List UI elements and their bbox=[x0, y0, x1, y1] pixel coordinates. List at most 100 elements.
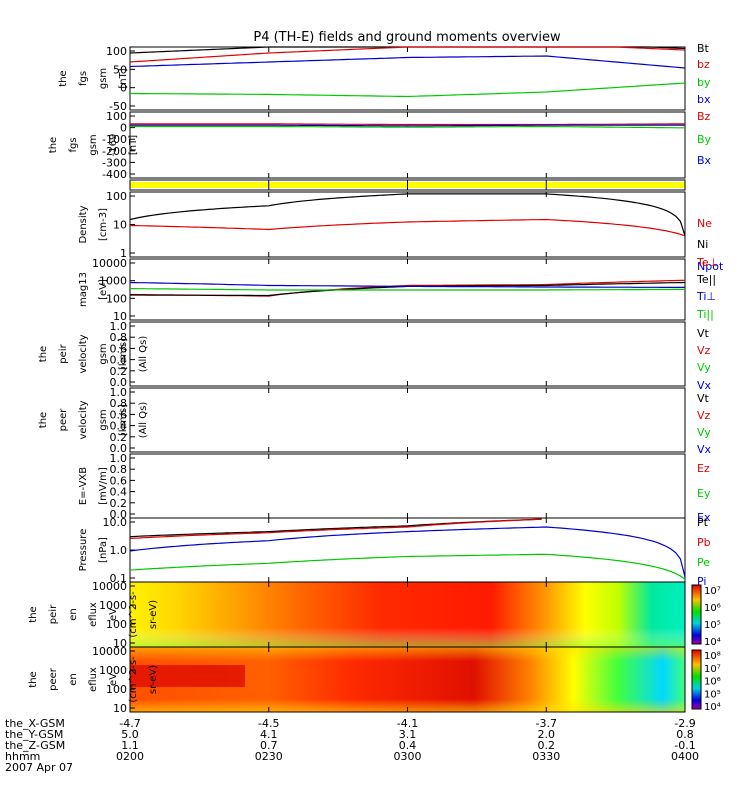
legend-peer_vel-2: Vy bbox=[697, 426, 711, 439]
y-tick-label: 10 bbox=[113, 310, 127, 323]
y-tick-label: 10000 bbox=[92, 257, 127, 270]
y-axis-label-line: (cm^2-s- bbox=[128, 591, 139, 638]
y-tick-label: 0 bbox=[120, 82, 127, 95]
y-axis-label-line: (cm^2-s- bbox=[128, 656, 139, 703]
legend-pressure-0: Pt bbox=[697, 516, 709, 529]
y-tick-label: 10 bbox=[113, 637, 127, 650]
y-axis-label-line: -169 bbox=[108, 134, 119, 157]
y-axis-label: Pressure [nPa] bbox=[78, 529, 109, 572]
x-row-label: the_Y-GSM bbox=[5, 728, 63, 741]
y-axis-label-line: (All Qs) bbox=[138, 336, 149, 373]
y-tick-label: 10.0 bbox=[103, 516, 128, 529]
y-tick-label: 1.0 bbox=[110, 452, 128, 465]
panel-fgs: 100 50 0 -50 the fgs gsm [nT] Bt bz by bx bbox=[58, 42, 711, 113]
y-axis-label: the peir velocity gsm [km/s] (All Qs) bbox=[38, 334, 149, 373]
y-axis-label-line: fgs bbox=[78, 71, 89, 86]
y-axis-label-line: [eV] bbox=[98, 279, 109, 300]
legend-fgs169-0: Bz bbox=[697, 110, 711, 123]
y-tick-label: 0.6 bbox=[110, 342, 128, 355]
y-tick-label: 0.8 bbox=[110, 331, 128, 344]
y-axis-label-line: E=-VXB bbox=[78, 467, 89, 505]
legend-density-1: Ni bbox=[697, 238, 708, 251]
y-tick-label: 50 bbox=[113, 63, 127, 76]
y-axis-label-line: sr-eV) bbox=[148, 665, 159, 694]
panel-flag bbox=[129, 179, 686, 191]
y-tick-label: 100 bbox=[106, 45, 127, 58]
x-row-value: 4.1 bbox=[260, 728, 278, 741]
y-axis-label-line: [mV/m] bbox=[98, 467, 109, 505]
legend-efield-0: Ez bbox=[697, 462, 710, 475]
legend-temp-3: Ti|| bbox=[696, 308, 714, 321]
panel-density: 100 10 1 Density [cm-3] Ne Ni Npot bbox=[78, 190, 724, 273]
legend-density-2: Npot bbox=[697, 260, 724, 273]
y-tick-label: 0.4 bbox=[110, 354, 128, 367]
y-axis-label-line: peer bbox=[48, 667, 59, 691]
y-tick-label: 0.6 bbox=[110, 474, 128, 487]
y-tick-label: 100 bbox=[106, 618, 127, 631]
x-row-value: -2.9 bbox=[674, 717, 695, 730]
x-row-value: -4.7 bbox=[119, 717, 140, 730]
ion-spectrogram-shading bbox=[130, 582, 685, 647]
legend-fgs-0: Bt bbox=[697, 42, 710, 55]
panel-frame bbox=[129, 453, 686, 519]
electron-spectrogram-burst bbox=[130, 665, 245, 687]
y-axis-label: the peir en eflux eV (cm^2-s-sr-eV) bbox=[28, 591, 159, 638]
y-axis-label-line: gsm bbox=[98, 68, 109, 89]
y-axis-label-line: en bbox=[68, 673, 79, 686]
y-tick-label: -100 bbox=[102, 133, 127, 146]
legend-temp-2: Ti⊥ bbox=[696, 290, 716, 303]
y-tick-label: -400 bbox=[102, 168, 127, 181]
y-tick-label: -300 bbox=[102, 156, 127, 169]
y-axis-label-line: Pressure bbox=[78, 529, 89, 572]
panel-peir_vel: 1.00.80.60.40.20.0 the peir velocity gsm [km/… bbox=[38, 320, 712, 392]
y-tick-label: 0.8 bbox=[110, 463, 128, 476]
y-tick-label: 0.0 bbox=[110, 376, 128, 389]
y-axis-label-line: gsm bbox=[98, 343, 109, 364]
series-the-By-line bbox=[130, 125, 685, 129]
legend-efield-1: Ey bbox=[697, 487, 711, 500]
colorbar-label: 10⁴ bbox=[704, 702, 721, 713]
y-tick-label: 0.8 bbox=[110, 397, 128, 410]
y-axis-label-line: eV bbox=[108, 608, 119, 621]
legend-pressure-3: Pi bbox=[697, 575, 706, 588]
y-axis-label: Density [cm-3] bbox=[78, 205, 109, 243]
x-row-value: 2.0 bbox=[538, 728, 556, 741]
series-the-bx-line bbox=[129, 55, 686, 69]
legend-peir_vel-1: Vz bbox=[697, 344, 711, 357]
series-the-Bz-line bbox=[130, 123, 685, 126]
colorbar-peer_spec bbox=[691, 649, 702, 710]
y-tick-label: 1 bbox=[120, 247, 127, 260]
panel-frame bbox=[129, 111, 686, 179]
y-axis-label-line: velocity bbox=[78, 334, 89, 373]
x-row-value: 0.7 bbox=[260, 739, 278, 752]
legend-fgs169-2: Bx bbox=[697, 154, 712, 167]
y-axis-label: the peer en eflux eV (cm^2-s-sr-eV) bbox=[28, 656, 159, 703]
series-density-Ne-line bbox=[129, 218, 686, 237]
y-axis-label-line: eV bbox=[108, 673, 119, 686]
legend-temp-1: Te|| bbox=[696, 273, 716, 286]
legend-peir_vel-3: Vx bbox=[697, 379, 712, 392]
x-row-value: 0.2 bbox=[538, 739, 556, 752]
legend-fgs-1: bz bbox=[697, 58, 710, 71]
panel-peir_spec: 10000 1000 100 10 the peir en eflux eV (cm^2-s-sr… bbox=[28, 580, 721, 650]
legend-temp-0: Te⊥ bbox=[696, 256, 718, 269]
y-axis-label-line: [nT] bbox=[128, 135, 139, 155]
panel-efield: 1.00.80.60.40.20.0 E=-VXB [mV/m] Ez Ey Ex bbox=[78, 452, 711, 524]
x-row-value: 0300 bbox=[394, 750, 422, 763]
y-axis-label: the fgs gsm [nT] bbox=[58, 68, 129, 89]
series-mag13-Ti-line bbox=[130, 288, 685, 291]
x-row-label: the_Z-GSM bbox=[5, 739, 65, 752]
series-pressure-Pi-line bbox=[129, 526, 686, 578]
y-tick-label: 0.0 bbox=[110, 442, 128, 455]
date-label: 2007 Apr 07 bbox=[5, 761, 73, 774]
legend-fgs169-1: By bbox=[697, 133, 712, 146]
colorbar-label: 10⁶ bbox=[704, 677, 721, 688]
legend-peir_vel-0: Vt bbox=[697, 327, 710, 340]
x-row-label: hhmm bbox=[5, 750, 40, 763]
y-axis-label-line: fgs bbox=[68, 137, 79, 152]
y-tick-label: 100 bbox=[106, 190, 127, 203]
y-axis-label-line: peer bbox=[58, 408, 69, 432]
x-row-value: 0200 bbox=[116, 750, 144, 763]
y-tick-label: -200 bbox=[102, 145, 127, 158]
y-tick-label: 0.2 bbox=[110, 365, 128, 378]
